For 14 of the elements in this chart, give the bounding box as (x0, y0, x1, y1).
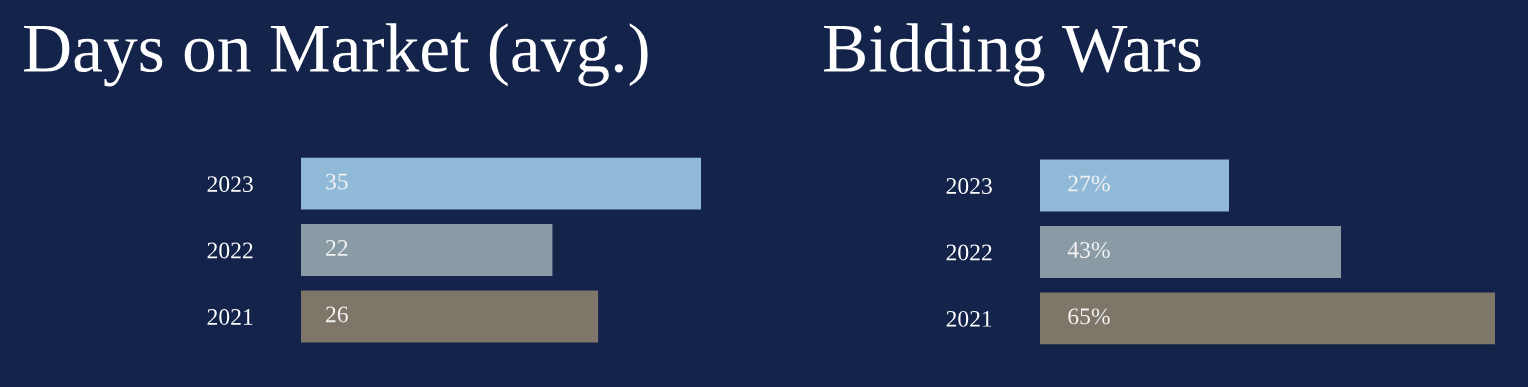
chart-title: Bidding Wars (824, 23, 1201, 87)
y-tick-label: 2023 (207, 176, 253, 193)
data-label: 27% (1068, 175, 1110, 192)
data-label: 65% (1068, 308, 1110, 325)
data-label: 35 (326, 173, 348, 190)
data-label: 43% (1067, 241, 1110, 258)
y-tick-label: 2021 (207, 308, 253, 325)
data-label: 22 (326, 240, 348, 256)
chart-title: Days on Market (avg.) (24, 23, 648, 87)
data-label: 26 (326, 306, 348, 323)
y-tick-label: 2023 (946, 178, 992, 194)
y-tick-label: 2021 (946, 310, 992, 327)
y-tick-label: 2022 (207, 242, 253, 259)
y-tick-label: 2022 (946, 244, 992, 261)
